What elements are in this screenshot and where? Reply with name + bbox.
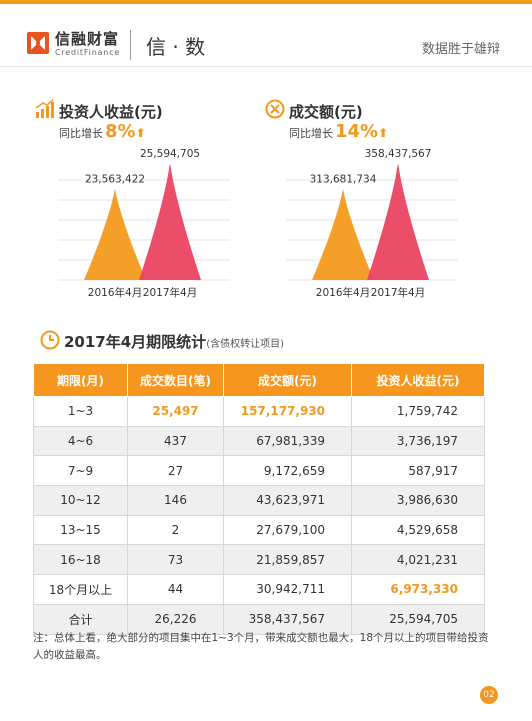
chart-value-label: 25,594,705 xyxy=(140,148,200,160)
section-title: 2017年4月期限统计(含债权转让项目) xyxy=(64,331,284,352)
table-cell: 4~6 xyxy=(33,425,128,457)
bar-chart-icon xyxy=(35,99,54,118)
chart-investor-income-svg: 23,563,422 2016年4月 25,594,705 2017年4月 xyxy=(58,148,230,299)
table-cell: 67,981,339 xyxy=(223,425,352,457)
table-cell: 1,759,742 xyxy=(351,396,485,427)
chart-category-label: 2016年4月 xyxy=(316,286,370,299)
table-cell: 44 xyxy=(127,574,224,605)
up-arrow-icon: ⬆ xyxy=(378,126,389,140)
slogan: 数据胜于雄辩 xyxy=(421,42,500,57)
table-cell: 2 xyxy=(127,514,224,546)
up-arrow-icon: ⬆ xyxy=(135,126,146,140)
chart-peak-1 xyxy=(367,163,429,280)
chart-category-label: 2016年4月 xyxy=(88,286,142,299)
chart-turnover: 313,681,734 2016年4月 358,437,567 2017年4月 xyxy=(286,140,458,310)
table-row: 1~3 25,497 157,177,930 1,759,742 xyxy=(33,396,485,427)
table-row: 16~18 73 21,859,857 4,021,231 xyxy=(33,544,485,576)
table-header-cell: 成交额(元) xyxy=(223,363,352,397)
top-accent-bar xyxy=(0,0,532,4)
footnote: 注：总体上看，绝大部分的项目集中在1~3个月，带来成交额也最大，18个月以上的项… xyxy=(33,632,489,661)
page-title: 信 · 数 xyxy=(146,35,206,59)
kpi-title-turnover: 成交额(元) xyxy=(289,103,363,121)
table-cell: 27,679,100 xyxy=(223,514,352,546)
chart-peak-1 xyxy=(139,163,201,280)
table-cell: 3,736,197 xyxy=(351,425,485,457)
table-cell: 437 xyxy=(127,425,224,457)
table-header-row: 期限(月) 成交数目(笔) 成交额(元) 投资人收益(元) xyxy=(33,363,485,397)
table-cell: 1~3 xyxy=(33,396,128,427)
table-row: 18个月以上 44 30,942,711 6,973,330 xyxy=(33,574,485,605)
kpi-growth-label: 同比增长 xyxy=(59,127,103,140)
chart-category-label: 2017年4月 xyxy=(143,286,197,299)
table-cell: 4,529,658 xyxy=(351,514,485,546)
section-title-text: 2017年4月期限统计 xyxy=(64,333,207,351)
table-row: 10~12 146 43,623,971 3,986,630 xyxy=(33,485,485,516)
kpi-growth-value: 14% xyxy=(335,121,379,142)
table-cell: 16~18 xyxy=(33,544,128,576)
table-cell: 27 xyxy=(127,455,224,487)
table-cell: 10~12 xyxy=(33,485,128,516)
kpi-growth-turnover: 同比增长 14%⬆ xyxy=(289,121,388,142)
page-header: 信融财富 CreditFinance 信 · 数 数据胜于雄辩 xyxy=(0,4,532,67)
table-body: 1~3 25,497 157,177,930 1,759,742 4~6 437 67,98… xyxy=(33,396,485,635)
table-header-cell: 成交数目(笔) xyxy=(127,363,224,397)
table-cell: 4,021,231 xyxy=(351,544,485,576)
kpi-growth-value: 8% xyxy=(105,121,136,142)
kpi-growth-label: 同比增长 xyxy=(289,127,333,140)
chart-value-label: 313,681,734 xyxy=(310,174,377,186)
table-cell: 合计 xyxy=(33,603,128,635)
table-cell: 21,859,857 xyxy=(223,544,352,576)
table-cell: 43,623,971 xyxy=(223,485,352,516)
stats-table: 期限(月) 成交数目(笔) 成交额(元) 投资人收益(元) 1~3 25,497 1… xyxy=(33,363,485,635)
table-header-cell: 期限(月) xyxy=(33,363,128,397)
chart-category-label: 2017年4月 xyxy=(371,286,425,299)
table-cell: 26,226 xyxy=(127,603,224,635)
logo-icon xyxy=(27,32,49,54)
kpi-growth-investor-income: 同比增长 8%⬆ xyxy=(59,121,146,142)
logo-english: CreditFinance xyxy=(55,48,121,57)
table-cell: 587,917 xyxy=(351,455,485,487)
table-cell: 73 xyxy=(127,544,224,576)
chart-investor-income: 23,563,422 2016年4月 25,594,705 2017年4月 xyxy=(58,140,230,310)
chart-turnover-svg: 313,681,734 2016年4月 358,437,567 2017年4月 xyxy=(286,148,458,299)
chart-peak-0 xyxy=(84,188,146,280)
table-cell: 25,594,705 xyxy=(351,603,485,635)
table-row: 13~15 2 27,679,100 4,529,658 xyxy=(33,514,485,546)
table-cell: 7~9 xyxy=(33,455,128,487)
table-cell: 25,497 xyxy=(127,396,224,427)
clock-icon xyxy=(40,330,60,350)
table-row: 7~9 27 9,172,659 587,917 xyxy=(33,455,485,487)
table-cell: 358,437,567 xyxy=(223,603,352,635)
table-header-cell: 投资人收益(元) xyxy=(351,363,485,397)
header-divider xyxy=(130,30,131,60)
chart-peak-0 xyxy=(312,188,374,280)
chart-value-label: 23,563,422 xyxy=(85,174,145,186)
coin-icon xyxy=(265,99,285,119)
table-row: 4~6 437 67,981,339 3,736,197 xyxy=(33,425,485,457)
chart-value-label: 358,437,567 xyxy=(365,148,432,160)
page-number: 02 xyxy=(480,686,498,704)
section-title-note: (含债权转让项目) xyxy=(206,339,284,350)
table-cell: 146 xyxy=(127,485,224,516)
table-cell: 18个月以上 xyxy=(33,574,128,605)
table-cell: 157,177,930 xyxy=(223,396,352,427)
table-cell: 30,942,711 xyxy=(223,574,352,605)
table-cell: 6,973,330 xyxy=(351,574,485,605)
kpi-title-investor-income: 投资人收益(元) xyxy=(59,103,163,121)
table-cell: 13~15 xyxy=(33,514,128,546)
logo-chinese: 信融财富 xyxy=(55,30,120,48)
table-cell: 3,986,630 xyxy=(351,485,485,516)
table-cell: 9,172,659 xyxy=(223,455,352,487)
table-row: 合计 26,226 358,437,567 25,594,705 xyxy=(33,603,485,635)
